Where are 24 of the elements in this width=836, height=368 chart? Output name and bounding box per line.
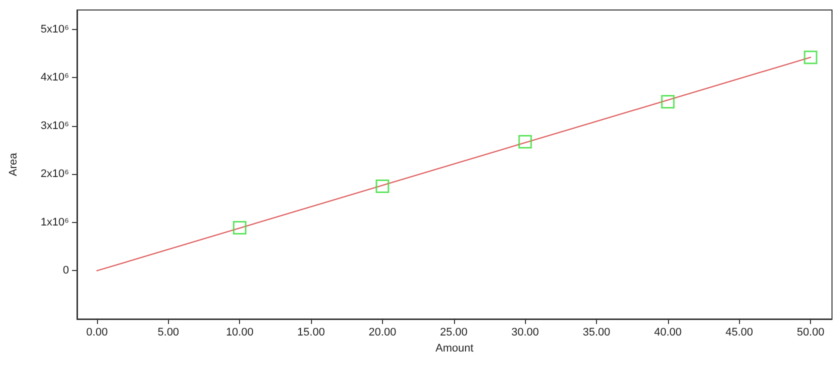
y-tick-label: 4x10⁶ xyxy=(40,72,69,84)
x-tick-label: 20.00 xyxy=(368,326,396,338)
x-tick-label: 35.00 xyxy=(582,326,610,338)
point xyxy=(661,94,675,108)
x-axis-title: Amount xyxy=(436,342,474,354)
y-tick-label: 2x10⁶ xyxy=(40,168,69,180)
x-tick-label: 10.00 xyxy=(226,326,254,338)
y-tick-label: 3x10⁶ xyxy=(40,120,69,132)
point xyxy=(376,179,390,193)
x-tick-label: 25.00 xyxy=(440,326,468,338)
x-tick-label: 0.00 xyxy=(86,326,108,338)
y-tick-label: 5x10⁶ xyxy=(40,23,69,36)
y-tick-label: 1x10⁶ xyxy=(40,216,69,228)
y-tick-label: 0 xyxy=(62,264,69,277)
y-axis-title: Area xyxy=(8,152,20,176)
x-tick-label: 45.00 xyxy=(725,326,753,338)
point xyxy=(804,50,818,64)
x-tick-label: 5.00 xyxy=(158,326,180,338)
x-tick-label: 15.00 xyxy=(297,326,325,338)
x-tick-label: 50.00 xyxy=(796,326,824,338)
x-tick-label: 40.00 xyxy=(654,326,682,338)
x-tick-label: 30.00 xyxy=(511,326,539,338)
point xyxy=(232,221,246,234)
point xyxy=(518,135,532,149)
